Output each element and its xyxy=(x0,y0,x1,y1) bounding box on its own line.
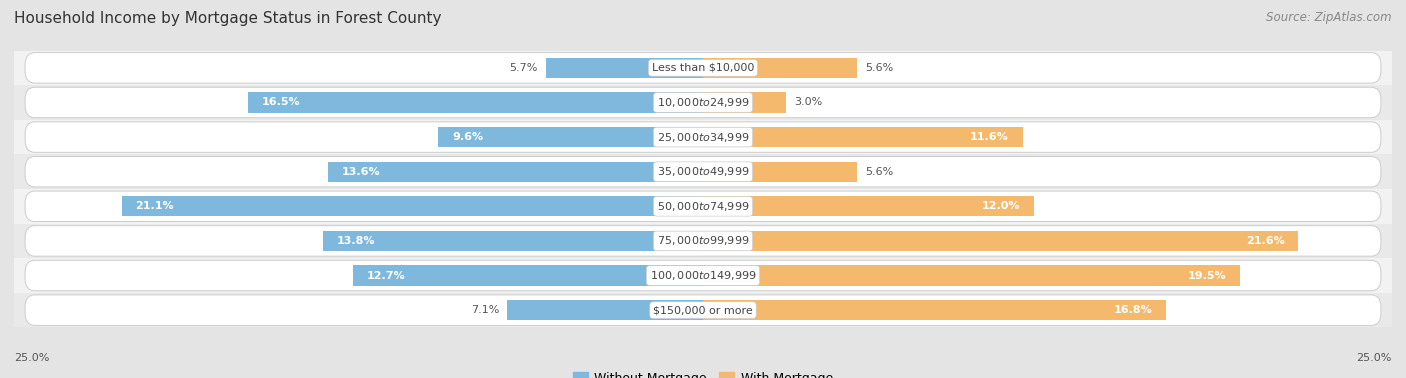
Bar xyxy=(14,258,1392,293)
Bar xyxy=(14,85,1392,120)
FancyBboxPatch shape xyxy=(25,260,1381,291)
Bar xyxy=(703,265,1240,285)
Text: $100,000 to $149,999: $100,000 to $149,999 xyxy=(650,269,756,282)
Bar xyxy=(14,154,1392,189)
Text: 25.0%: 25.0% xyxy=(14,353,49,363)
Bar xyxy=(14,120,1392,154)
Text: 13.8%: 13.8% xyxy=(336,236,375,246)
Bar xyxy=(703,196,1033,216)
Legend: Without Mortgage, With Mortgage: Without Mortgage, With Mortgage xyxy=(568,367,838,378)
Bar xyxy=(323,231,703,251)
Text: 9.6%: 9.6% xyxy=(453,132,484,142)
Text: 5.6%: 5.6% xyxy=(866,167,894,177)
Bar xyxy=(14,293,1392,327)
Text: 5.6%: 5.6% xyxy=(866,63,894,73)
Text: 21.6%: 21.6% xyxy=(1246,236,1285,246)
Text: Source: ZipAtlas.com: Source: ZipAtlas.com xyxy=(1267,11,1392,24)
FancyBboxPatch shape xyxy=(25,122,1381,152)
Bar xyxy=(121,196,703,216)
Bar xyxy=(546,58,703,78)
Text: Household Income by Mortgage Status in Forest County: Household Income by Mortgage Status in F… xyxy=(14,11,441,26)
Text: 5.7%: 5.7% xyxy=(509,63,537,73)
Text: $75,000 to $99,999: $75,000 to $99,999 xyxy=(657,234,749,248)
Text: 16.8%: 16.8% xyxy=(1114,305,1152,315)
Text: $50,000 to $74,999: $50,000 to $74,999 xyxy=(657,200,749,213)
Bar xyxy=(508,300,703,320)
Text: 21.1%: 21.1% xyxy=(135,201,174,211)
Bar xyxy=(14,224,1392,258)
Text: 11.6%: 11.6% xyxy=(970,132,1010,142)
Bar xyxy=(703,127,1022,147)
Text: $10,000 to $24,999: $10,000 to $24,999 xyxy=(657,96,749,109)
Bar xyxy=(703,231,1298,251)
Bar xyxy=(703,162,858,182)
FancyBboxPatch shape xyxy=(25,53,1381,83)
Text: $35,000 to $49,999: $35,000 to $49,999 xyxy=(657,165,749,178)
Bar xyxy=(439,127,703,147)
Bar xyxy=(14,189,1392,224)
Bar xyxy=(353,265,703,285)
Bar xyxy=(328,162,703,182)
FancyBboxPatch shape xyxy=(25,87,1381,118)
Bar xyxy=(703,93,786,113)
Text: 7.1%: 7.1% xyxy=(471,305,499,315)
Text: 13.6%: 13.6% xyxy=(342,167,381,177)
Bar xyxy=(703,300,1166,320)
Text: 25.0%: 25.0% xyxy=(1357,353,1392,363)
Bar xyxy=(703,58,858,78)
Text: $25,000 to $34,999: $25,000 to $34,999 xyxy=(657,130,749,144)
Text: 12.7%: 12.7% xyxy=(367,271,405,280)
FancyBboxPatch shape xyxy=(25,295,1381,325)
Text: 19.5%: 19.5% xyxy=(1188,271,1226,280)
Bar xyxy=(14,51,1392,85)
FancyBboxPatch shape xyxy=(25,226,1381,256)
FancyBboxPatch shape xyxy=(25,191,1381,222)
Text: Less than $10,000: Less than $10,000 xyxy=(652,63,754,73)
Text: $150,000 or more: $150,000 or more xyxy=(654,305,752,315)
Text: 16.5%: 16.5% xyxy=(262,98,301,107)
Text: 12.0%: 12.0% xyxy=(981,201,1019,211)
Bar xyxy=(249,93,703,113)
Text: 3.0%: 3.0% xyxy=(794,98,823,107)
FancyBboxPatch shape xyxy=(25,156,1381,187)
